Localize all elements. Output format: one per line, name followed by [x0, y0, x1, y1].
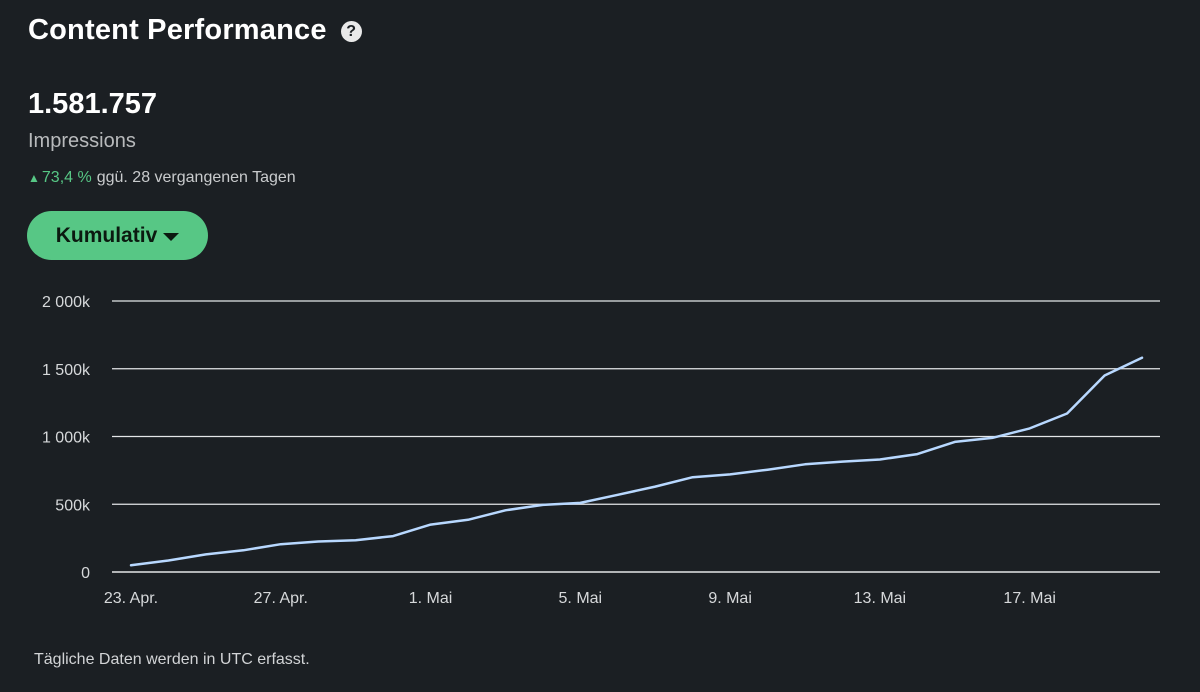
y-tick-label: 500k — [55, 497, 91, 514]
impressions-label: Impressions — [28, 130, 136, 152]
aggregation-dropdown[interactable]: Kumulativ — [27, 211, 208, 260]
y-tick-label: 1 500k — [42, 362, 91, 379]
impressions-line-chart: 0 500k 1 000k 1 500k 2 000k 23. Apr. 27. Apr.… — [42, 294, 1160, 607]
x-tick-label: 23. Apr. — [104, 590, 158, 607]
y-tick-label: 2 000k — [42, 294, 91, 311]
card-title: Content Performance — [28, 14, 327, 46]
x-tick-label: 9. Mai — [708, 590, 752, 607]
y-axis-ticks: 0 500k 1 000k 1 500k 2 000k — [42, 294, 91, 582]
x-tick-label: 1. Mai — [409, 590, 453, 607]
dropdown-label: Kumulativ — [55, 223, 158, 247]
chart-grid — [112, 300, 1160, 573]
y-tick-label: 1 000k — [42, 430, 91, 447]
x-tick-label: 17. Mai — [1003, 590, 1055, 607]
change-indicator: ▲ 73,4 % ggü. 28 vergangenen Tagen — [28, 169, 296, 187]
y-tick-label: 0 — [81, 565, 90, 582]
x-tick-label: 5. Mai — [559, 590, 603, 607]
change-percent: 73,4 % — [41, 169, 92, 186]
change-percent-group: ▲ 73,4 % — [28, 169, 92, 187]
triangle-up-icon: ▲ — [28, 171, 40, 185]
question-circle-icon[interactable]: ? — [340, 21, 362, 42]
caret-down-icon — [163, 232, 180, 241]
change-text: ggü. 28 vergangenen Tagen — [96, 169, 296, 186]
impressions-value: 1.581.757 — [28, 88, 158, 120]
card-header: Content Performance ? — [28, 14, 362, 47]
impressions-series-line — [129, 356, 1144, 567]
x-axis-ticks: 23. Apr. 27. Apr. 1. Mai 5. Mai 9. Mai 13. Ma… — [104, 590, 1056, 607]
x-tick-label: 27. Apr. — [254, 590, 308, 607]
footer-note: Tägliche Daten werden in UTC erfasst. — [34, 651, 310, 668]
x-tick-label: 13. Mai — [854, 590, 906, 607]
